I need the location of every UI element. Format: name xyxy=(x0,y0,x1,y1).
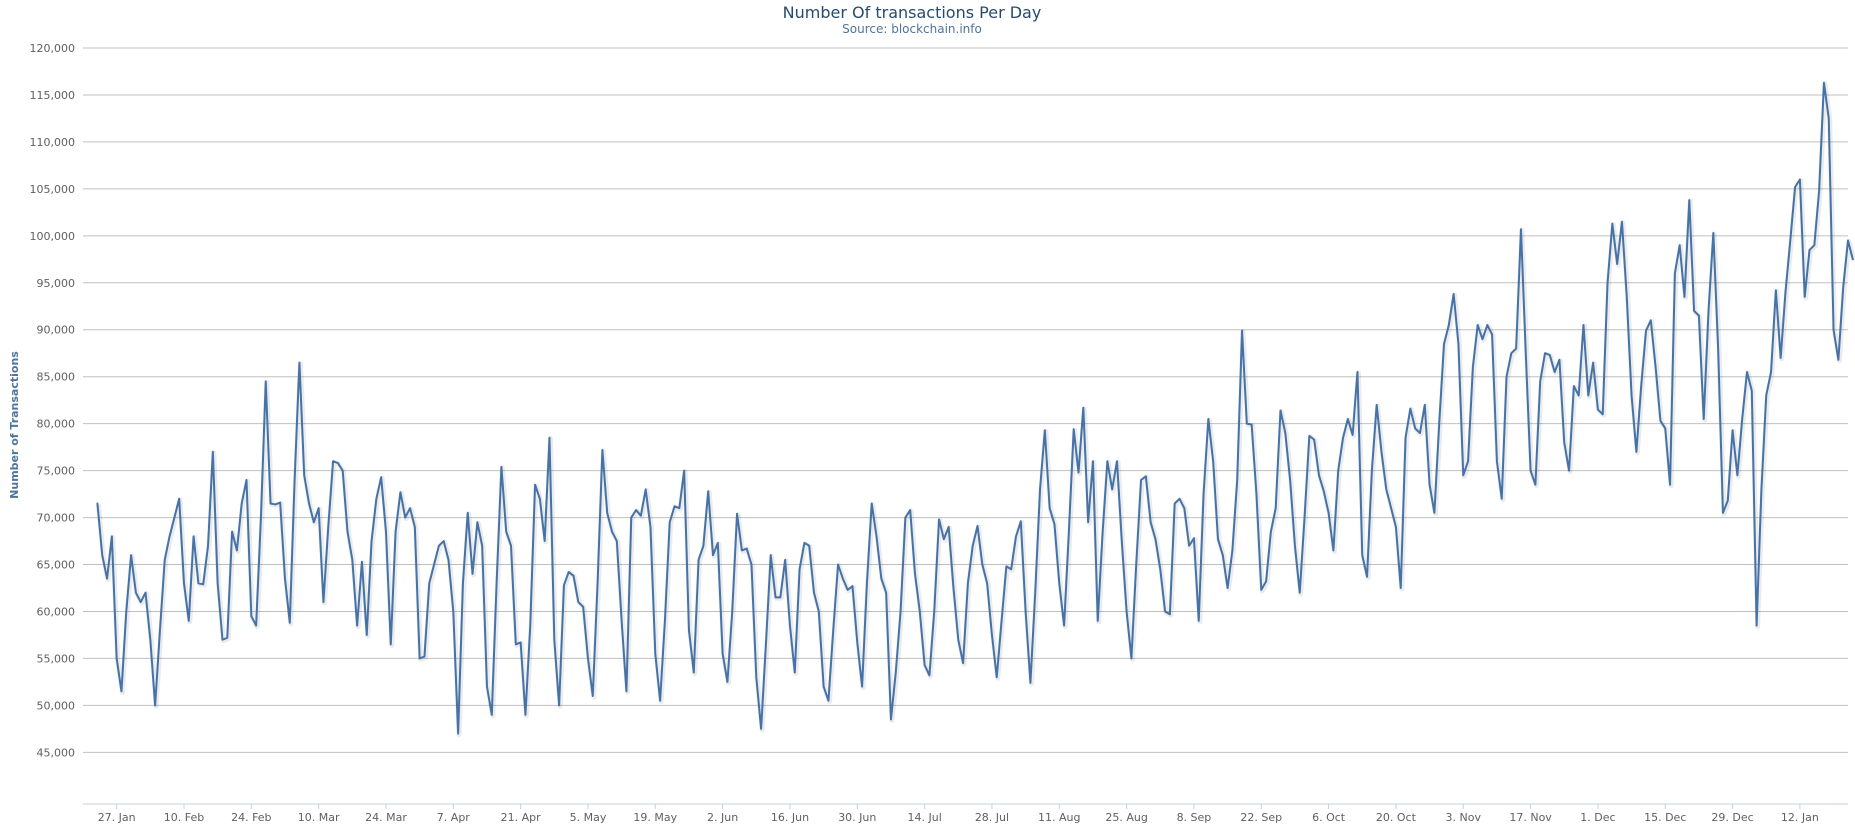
x-tick-label: 27. Jan xyxy=(98,811,136,824)
x-tick-label: 29. Dec xyxy=(1711,811,1753,824)
x-tick-label: 24. Mar xyxy=(365,811,407,824)
y-tick-label: 75,000 xyxy=(37,465,76,478)
x-axis: 27. Jan 10. Feb 24. Feb 10. Mar 24. Mar 7. Ap… xyxy=(83,803,1848,824)
grid-lines xyxy=(83,47,1848,753)
y-tick-label: 95,000 xyxy=(37,277,76,290)
x-tick-label: 19. May xyxy=(633,811,677,824)
y-tick-label: 90,000 xyxy=(37,324,76,337)
x-tick-label: 17. Nov xyxy=(1509,811,1552,824)
y-tick-label: 120,000 xyxy=(30,42,76,55)
x-tick-label: 5. May xyxy=(570,811,607,824)
x-tick-label: 10. Mar xyxy=(298,811,340,824)
x-tick-label: 7. Apr xyxy=(437,811,470,824)
x-tick-label: 12. Jan xyxy=(1781,811,1819,824)
y-tick-label: 65,000 xyxy=(37,559,76,572)
x-tick-label: 3. Nov xyxy=(1446,811,1482,824)
x-tick-label: 6. Oct xyxy=(1312,811,1346,824)
x-tick-label: 16. Jun xyxy=(771,811,809,824)
y-tick-label: 80,000 xyxy=(37,418,76,431)
series-line-shadow xyxy=(95,81,1855,738)
x-tick-label: 15. Dec xyxy=(1644,811,1686,824)
y-tick-label: 55,000 xyxy=(37,652,76,665)
y-tick-label: 115,000 xyxy=(30,89,76,102)
x-tick-label: 11. Aug xyxy=(1038,811,1080,824)
x-tick-label: 14. Jul xyxy=(907,811,941,824)
x-tick-label: 1. Dec xyxy=(1580,811,1615,824)
x-tick-label: 25. Aug xyxy=(1105,811,1147,824)
x-tick-label: 2. Jun xyxy=(707,811,738,824)
x-tick-label: 24. Feb xyxy=(231,811,271,824)
x-tick-label: 28. Jul xyxy=(975,811,1009,824)
x-tick-label: 20. Oct xyxy=(1376,811,1417,824)
x-tick-label: 22. Sep xyxy=(1240,811,1282,824)
y-tick-label: 60,000 xyxy=(37,605,76,618)
y-tick-label: 50,000 xyxy=(37,699,76,712)
x-tick-label: 30. Jun xyxy=(838,811,876,824)
y-tick-label: 110,000 xyxy=(30,136,76,149)
chart-title: Number Of transactions Per Day xyxy=(783,3,1042,22)
x-tick-label: 8. Sep xyxy=(1177,811,1212,824)
y-tick-label: 100,000 xyxy=(30,230,76,243)
x-tick-label: 21. Apr xyxy=(501,811,541,824)
x-tick-label: 10. Feb xyxy=(164,811,204,824)
y-tick-label: 45,000 xyxy=(37,746,76,759)
y-axis-label: Number of Transactions xyxy=(8,351,21,499)
y-axis-ticks: 45,000 50,000 55,000 60,000 65,000 70,000 75,0… xyxy=(30,42,76,759)
series-layer xyxy=(95,81,1855,738)
chart-subtitle: Source: blockchain.info xyxy=(842,22,982,36)
series-line xyxy=(96,81,1854,735)
y-tick-label: 85,000 xyxy=(37,371,76,384)
y-tick-label: 105,000 xyxy=(30,183,76,196)
y-tick-label: 70,000 xyxy=(37,512,76,525)
